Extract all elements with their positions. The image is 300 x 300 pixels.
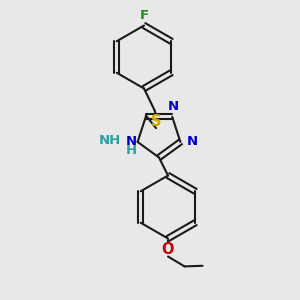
Text: N: N [126,135,137,148]
Text: NH: NH [99,134,121,147]
Text: O: O [162,242,174,257]
Text: H: H [126,145,137,158]
Text: N: N [187,135,198,148]
Text: S: S [151,114,161,129]
Text: N: N [167,100,178,113]
Text: F: F [140,9,148,22]
